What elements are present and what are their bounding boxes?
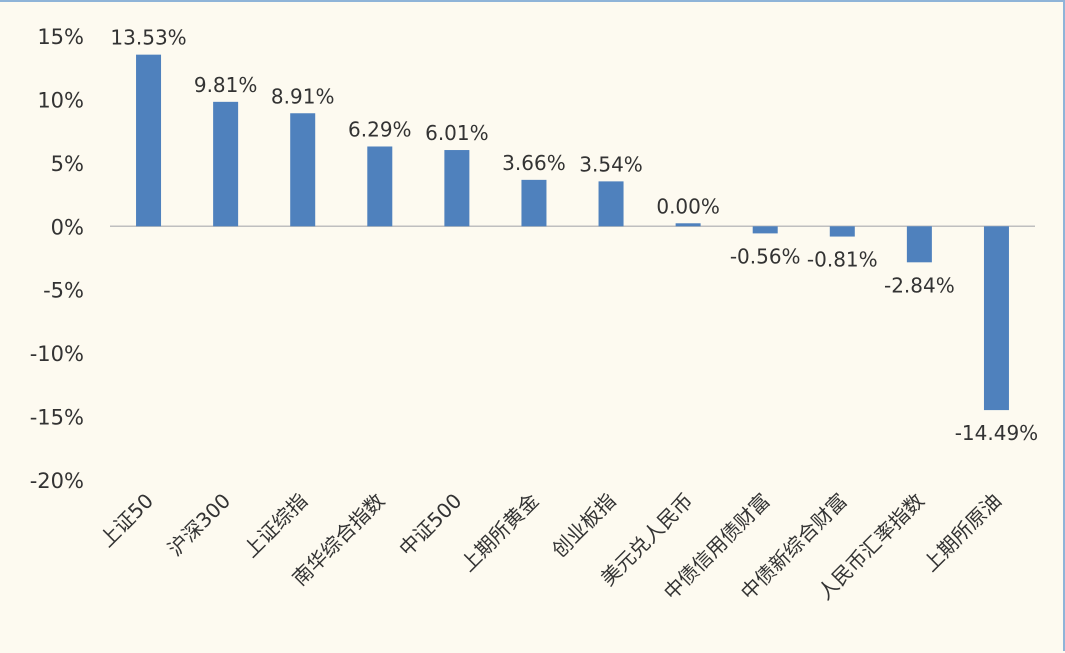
bar-8 — [752, 226, 778, 234]
y-tick-label: -15% — [30, 406, 84, 430]
data-label-9: -0.81% — [807, 248, 878, 272]
bar-2 — [290, 113, 316, 227]
data-label-8: -0.56% — [730, 244, 801, 268]
data-label-7: 0.00% — [656, 194, 720, 218]
category-label-1: 沪深300 — [163, 489, 235, 561]
data-label-6: 3.54% — [579, 152, 643, 176]
bar-9 — [829, 226, 855, 237]
bar-5 — [521, 179, 547, 227]
y-tick-label: -5% — [43, 279, 84, 303]
y-tick-label: 15% — [37, 25, 84, 49]
bars — [136, 54, 1009, 411]
bar-3 — [367, 146, 393, 227]
y-tick-label: -10% — [30, 342, 84, 366]
bar-11 — [983, 226, 1009, 411]
bar-1 — [213, 101, 239, 227]
bar-10 — [906, 226, 932, 263]
data-label-2: 8.91% — [271, 84, 335, 108]
y-tick-label: -20% — [30, 469, 84, 493]
category-label-0: 上证50 — [95, 489, 158, 552]
data-label-0: 13.53% — [110, 26, 186, 50]
bar-0 — [136, 54, 162, 227]
data-label-1: 9.81% — [194, 73, 258, 97]
y-tick-label: 10% — [37, 88, 84, 112]
data-labels: 13.53% 9.81% 8.91% 6.29% 6.01% 3.66% 3.54% 0.00… — [110, 26, 1038, 445]
category-label-11: 上期所原油 — [918, 489, 1006, 577]
bar-7 — [675, 223, 701, 227]
category-label-2: 上证综指 — [239, 489, 313, 563]
category-label-6: 创业板指 — [547, 489, 621, 563]
data-label-3: 6.29% — [348, 117, 412, 141]
data-label-10: -2.84% — [884, 273, 955, 297]
bar-4 — [444, 150, 470, 227]
y-tick-label: 5% — [51, 152, 84, 176]
category-label-5: 上期所黄金 — [456, 489, 544, 577]
data-label-4: 6.01% — [425, 121, 489, 145]
y-tick-label: 0% — [51, 215, 84, 239]
data-label-11: -14.49% — [955, 421, 1038, 445]
data-label-5: 3.66% — [502, 151, 566, 175]
category-label-4: 中证500 — [394, 489, 466, 561]
bar-6 — [598, 181, 624, 227]
y-axis-ticks: 15% 10% 5% 0% -5% -10% -15% -20% — [30, 25, 84, 493]
